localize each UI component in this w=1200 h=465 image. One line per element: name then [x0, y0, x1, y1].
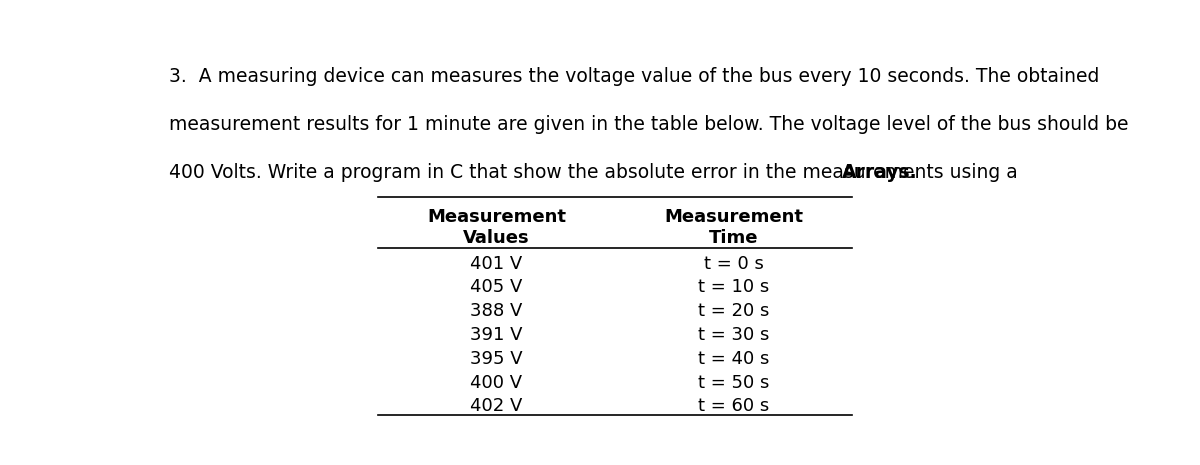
Text: 402 V: 402 V — [470, 397, 523, 415]
Text: Arrays.: Arrays. — [842, 163, 918, 182]
Text: 395 V: 395 V — [470, 350, 523, 368]
Text: measurement results for 1 minute are given in the table below. The voltage level: measurement results for 1 minute are giv… — [168, 115, 1128, 134]
Text: t = 50 s: t = 50 s — [698, 373, 769, 392]
Text: Measurement: Measurement — [664, 208, 803, 226]
Text: 3.  A measuring device can measures the voltage value of the bus every 10 second: 3. A measuring device can measures the v… — [168, 66, 1099, 86]
Text: Values: Values — [463, 229, 529, 247]
Text: t = 40 s: t = 40 s — [698, 350, 769, 368]
Text: Measurement: Measurement — [427, 208, 566, 226]
Text: t = 20 s: t = 20 s — [698, 302, 769, 320]
Text: Time: Time — [709, 229, 758, 247]
Text: t = 0 s: t = 0 s — [703, 255, 763, 272]
Text: 401 V: 401 V — [470, 255, 522, 272]
Text: 388 V: 388 V — [470, 302, 523, 320]
Text: t = 10 s: t = 10 s — [698, 279, 769, 296]
Text: 391 V: 391 V — [470, 326, 523, 344]
Text: 400 V: 400 V — [470, 373, 522, 392]
Text: 405 V: 405 V — [470, 279, 523, 296]
Text: t = 30 s: t = 30 s — [698, 326, 769, 344]
Text: 400 Volts. Write a program in C that show the absolute error in the measurements: 400 Volts. Write a program in C that sho… — [168, 163, 1024, 182]
Text: t = 60 s: t = 60 s — [698, 397, 769, 415]
